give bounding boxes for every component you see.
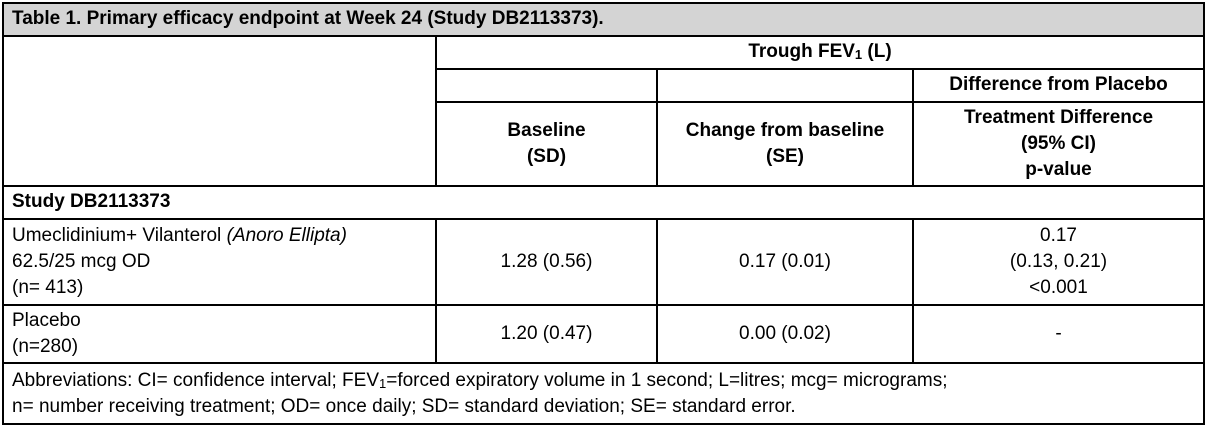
study-row: Study DB2113373	[1, 184, 1205, 220]
header-change-line1: Change from baseline	[685, 119, 885, 141]
difference-value: 0.17	[1040, 224, 1077, 246]
header-trough-fev: Trough FEV1 (L)	[434, 34, 1205, 70]
header-treatment-line1: Treatment Difference	[964, 106, 1154, 128]
treatment-name-text: Umeclidinium+ Vilanterol	[12, 224, 227, 246]
header-row-columns: Baseline (SD) Change from baseline (SE) …	[3, 100, 1205, 187]
trough-fev-unit: (L)	[862, 41, 892, 63]
header-change: Change from baseline (SE)	[656, 100, 914, 187]
change-value: 0.00 (0.02)	[656, 303, 914, 365]
study-label: Study DB2113373	[1, 184, 1205, 220]
difference-p-value: <0.001	[1029, 276, 1088, 298]
baseline-value: 1.28 (0.56)	[435, 217, 658, 306]
treatment-name: Umeclidinium+ Vilanterol (Anoro Ellipta)	[12, 223, 427, 249]
header-blank-cell	[2, 34, 437, 187]
placebo-name: Placebo	[12, 310, 81, 332]
difference-ci: (0.13, 0.21)	[1009, 250, 1108, 272]
header-treatment-line3: p-value	[1025, 158, 1092, 180]
header-treatment-difference: Treatment Difference (95% CI) p-value	[911, 100, 1205, 187]
header-baseline-line1: Baseline	[507, 119, 586, 141]
header-baseline-line2: (SD)	[526, 145, 567, 167]
treatment-n: (n= 413)	[12, 276, 84, 298]
header-row-trough: Trough FEV1 (L)	[2, 34, 1205, 187]
table-row: Umeclidinium+ Vilanterol (Anoro Ellipta)…	[2, 217, 1205, 306]
table-row: Placebo (n=280) 1.20 (0.47) 0.00 (0.02) …	[2, 303, 1205, 365]
abbreviations-text-1: Abbreviations: CI= confidence interval; …	[12, 369, 379, 391]
trough-fev-subscript: 1	[854, 47, 863, 63]
header-empty-change	[656, 67, 914, 103]
header-change-line2: (SE)	[766, 145, 804, 167]
difference-cell: 0.17 (0.13, 0.21) <0.001	[911, 217, 1205, 306]
table-title-row: Table 1. Primary efficacy endpoint at We…	[1, 2, 1205, 37]
abbreviations-line1: Abbreviations: CI= confidence interval; …	[12, 368, 1195, 394]
abbreviations-text-2: =forced expiratory volume in 1 second; L…	[386, 369, 948, 391]
abbreviations-row: Abbreviations: CI= confidence interval; …	[1, 362, 1205, 425]
abbreviations-subscript: 1	[379, 375, 387, 391]
abbreviations-cell: Abbreviations: CI= confidence interval; …	[1, 362, 1205, 425]
treatment-name-cell: Umeclidinium+ Vilanterol (Anoro Ellipta)…	[2, 217, 437, 306]
treatment-brand: (Anoro Ellipta)	[226, 224, 347, 246]
difference-value: -	[911, 303, 1205, 365]
header-empty-baseline	[435, 67, 658, 103]
table-title: Table 1. Primary efficacy endpoint at We…	[1, 2, 1205, 37]
header-row-difference: Difference from Placebo	[3, 67, 1205, 103]
change-value: 0.17 (0.01)	[656, 217, 914, 306]
header-difference-from-placebo: Difference from Placebo	[911, 67, 1205, 103]
placebo-n: (n=280)	[12, 336, 79, 358]
header-baseline: Baseline (SD)	[435, 100, 658, 187]
abbreviations-line2: n= number receiving treatment; OD= once …	[12, 395, 796, 417]
baseline-value: 1.20 (0.47)	[435, 303, 658, 365]
placebo-name-cell: Placebo (n=280)	[2, 303, 437, 365]
trough-fev-label: Trough FEV	[748, 41, 855, 63]
header-treatment-line2: (95% CI)	[1021, 132, 1096, 154]
treatment-dose: 62.5/25 mcg OD	[12, 250, 151, 272]
